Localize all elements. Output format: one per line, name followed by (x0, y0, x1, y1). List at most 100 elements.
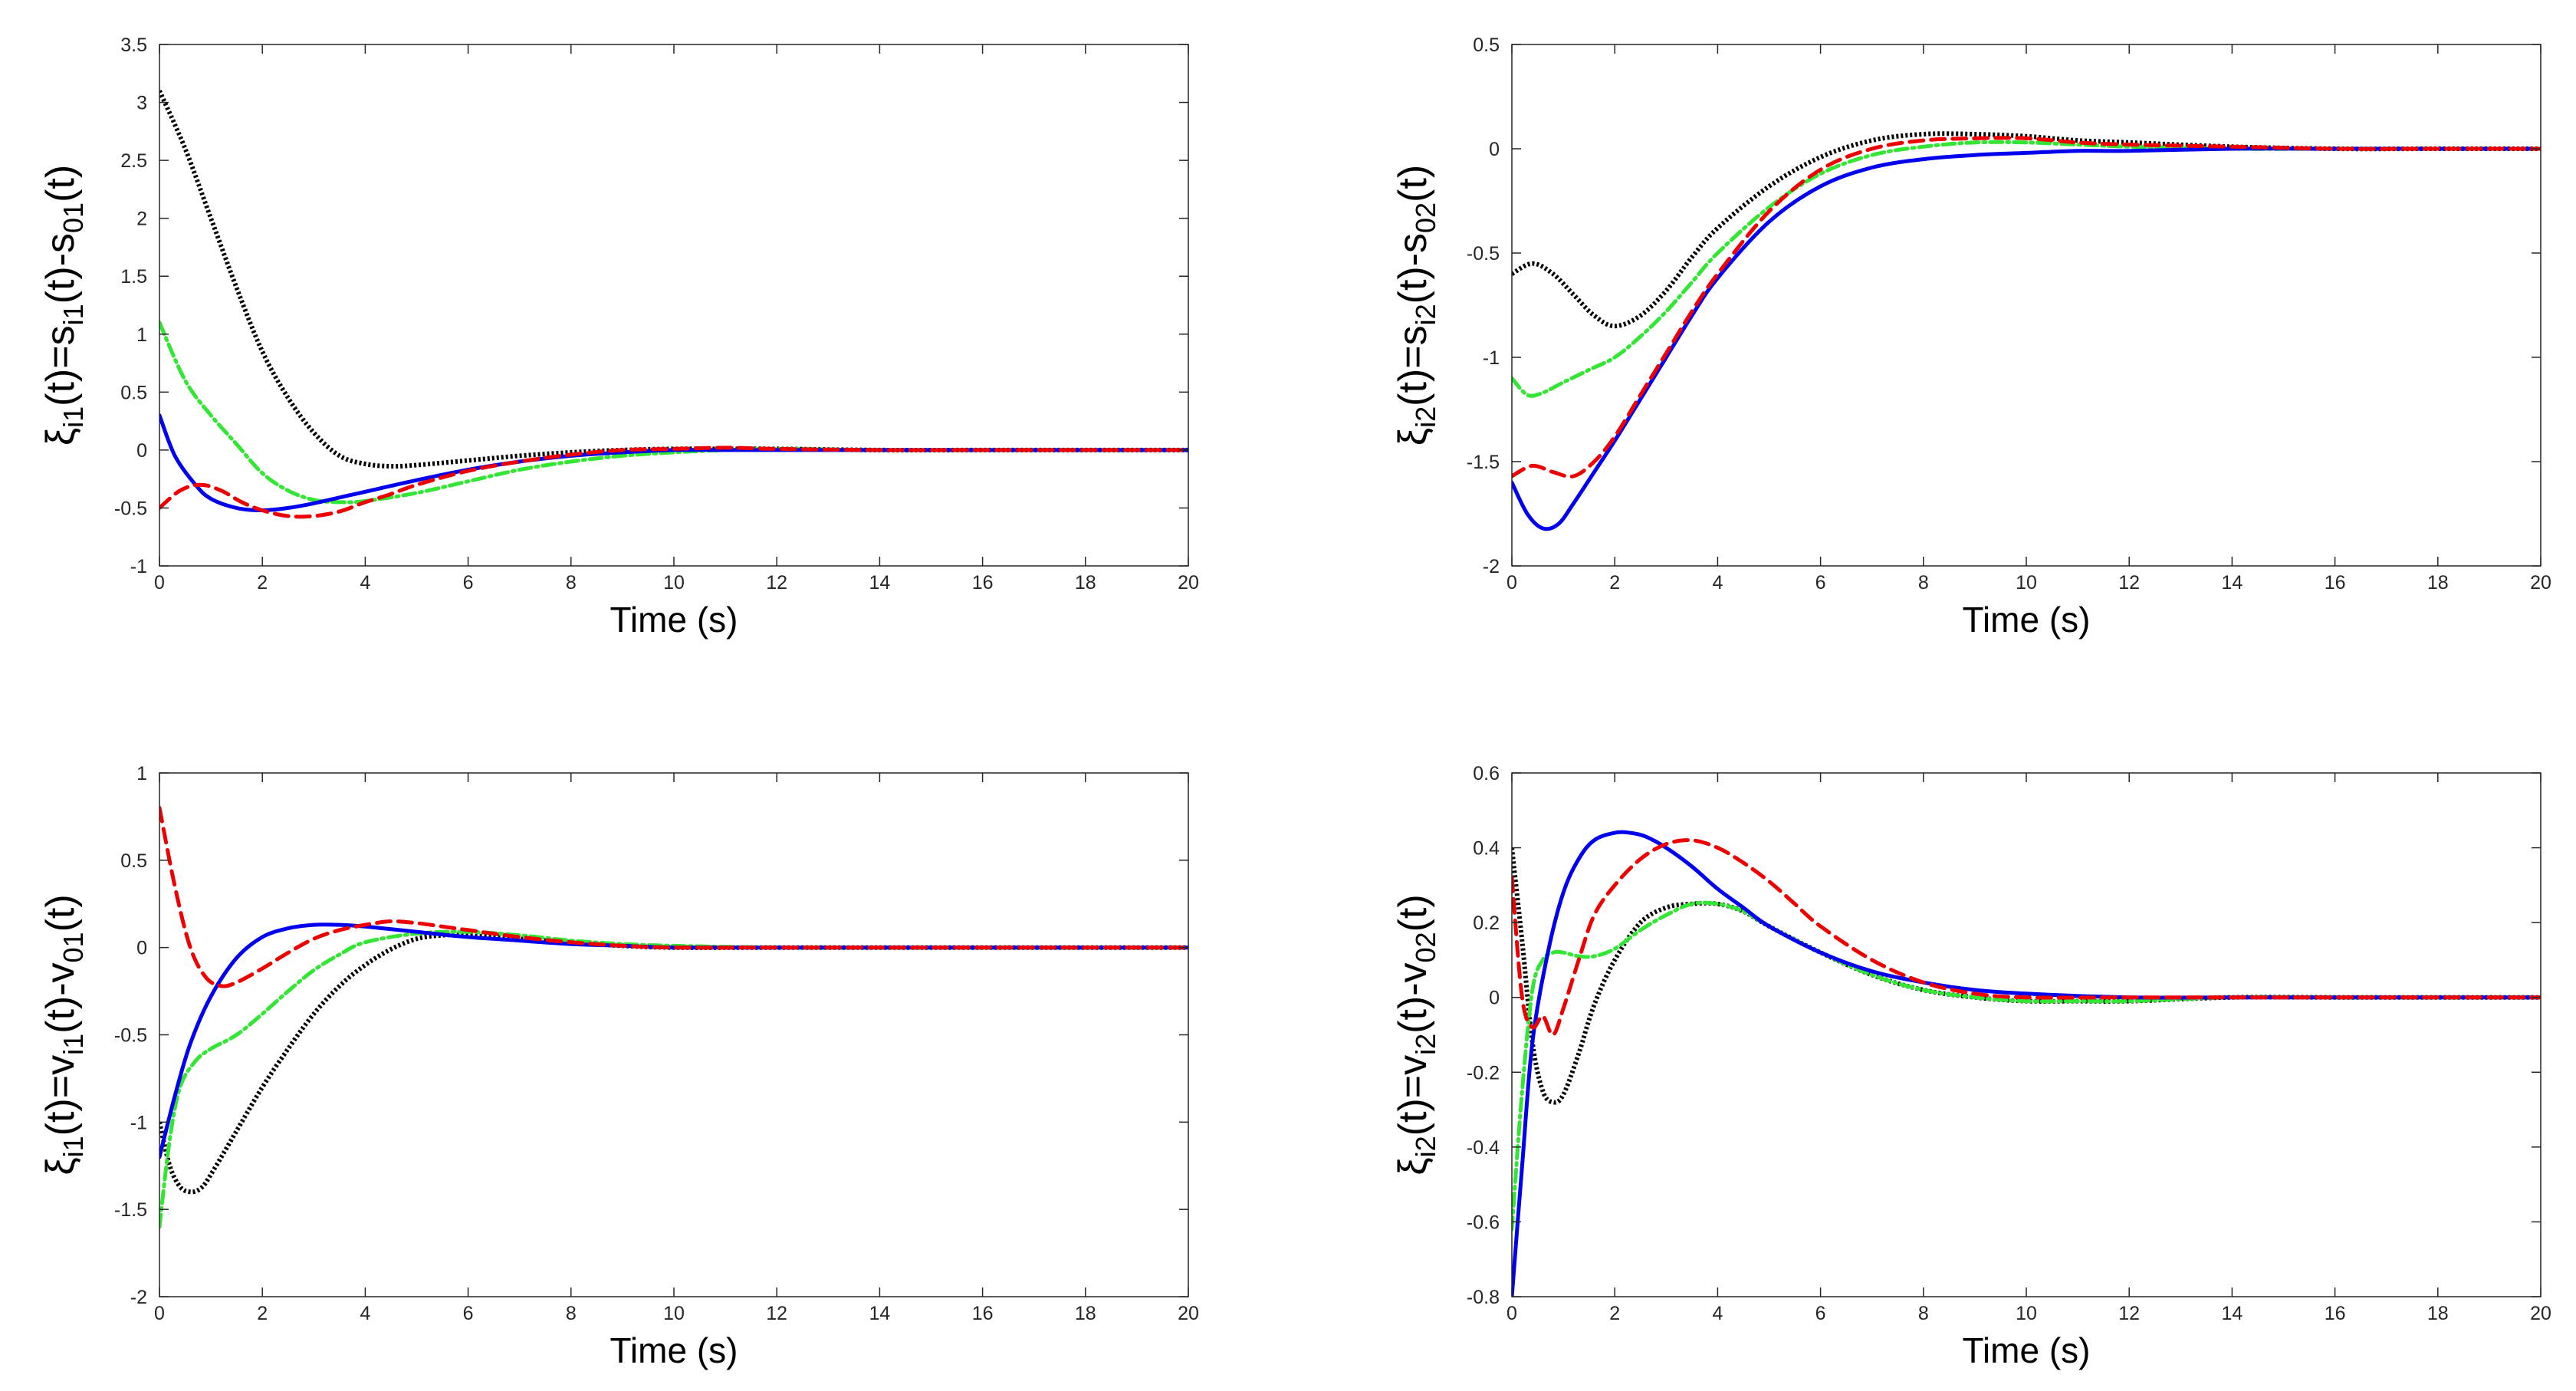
y-tick-label: -2 (1483, 556, 1500, 577)
y-label-minus: (t)-v (38, 962, 83, 1033)
y-label-s-sub: i2 (1410, 1034, 1441, 1055)
plot-area (159, 44, 1188, 566)
x-axis-label: Time (s) (1963, 600, 2091, 640)
series-red-line (159, 446, 1188, 519)
y-tick-label: 0.6 (1473, 763, 1500, 784)
y-label-mid: (t)=v (1391, 1055, 1435, 1136)
x-tick-label: 10 (2016, 1303, 2037, 1324)
y-tick-label: 0 (136, 938, 147, 959)
y-label-xi-sub: i2 (1410, 1136, 1441, 1157)
plot-area (159, 773, 1188, 1297)
x-tick-label: 12 (766, 1303, 787, 1324)
y-tick-label: -0.5 (114, 498, 147, 519)
x-tick-label: 0 (154, 1303, 165, 1324)
y-label-end: (t) (38, 165, 83, 202)
y-label-end: (t) (38, 894, 83, 932)
y-label-s0-sub: 02 (1410, 202, 1441, 233)
y-axis-label: ξi2(t)=vi2(t)-v02(t) (1391, 894, 1441, 1175)
x-tick-label: 20 (2530, 1303, 2551, 1324)
subplot-1: 0 2 4 6 8 10 12 14 16 18 20 -1 -0.5 0 0.5 1 1.5 2 2.5 3 3.5 T… (38, 35, 1199, 640)
y-axis-label: ξi1(t)=si1(t)-s01(t) (38, 165, 89, 446)
y-tick-label: -0.5 (114, 1025, 147, 1047)
y-label-xi-sub: i1 (58, 1136, 89, 1157)
y-label-xi: ξ (1391, 1157, 1435, 1175)
x-tick-label: 8 (566, 572, 577, 594)
y-tick-label: -0.4 (1467, 1137, 1500, 1159)
series-black-line (159, 90, 1188, 469)
y-tick-label: 2 (136, 209, 147, 230)
plot-area (1512, 44, 2541, 566)
y-tick-label: -1 (1483, 347, 1500, 369)
x-axis-label: Time (s) (610, 1330, 738, 1370)
x-tick-label: 16 (2325, 1303, 2346, 1324)
series-red-line (1512, 136, 2541, 479)
y-label-end: (t) (1391, 165, 1435, 202)
y-tick-label: 0.4 (1473, 838, 1500, 860)
y-label-s-sub: i2 (1410, 304, 1441, 325)
y-axis-label: ξi1(t)=vi1(t)-v01(t) (38, 894, 89, 1175)
y-tick-label: 1 (136, 324, 147, 346)
x-tick-label: 14 (869, 572, 890, 594)
x-axis-label: Time (s) (610, 600, 738, 640)
y-tick-label: 1.5 (120, 266, 147, 288)
x-tick-label: 20 (1178, 572, 1199, 594)
series-red-line (159, 806, 1188, 988)
x-tick-label: 0 (154, 572, 165, 594)
y-tick-label: -0.2 (1467, 1062, 1500, 1084)
x-tick-label: 6 (1815, 572, 1826, 594)
x-tick-label: 12 (766, 572, 787, 594)
y-label-xi: ξ (38, 1157, 83, 1175)
x-tick-label: 2 (257, 1303, 268, 1324)
x-tick-label: 6 (1815, 1303, 1826, 1324)
x-tick-label: 2 (1609, 1303, 1620, 1324)
y-label-minus: (t)-s (38, 233, 83, 304)
x-tick-label: 20 (1178, 1303, 1199, 1324)
x-tick-label: 4 (1712, 572, 1723, 594)
x-tick-label: 16 (972, 1303, 994, 1324)
y-tick-label: 1 (136, 763, 147, 784)
x-tick-label: 18 (1075, 1303, 1096, 1324)
y-tick-label: -1.5 (114, 1199, 147, 1221)
x-tick-label: 12 (2118, 1303, 2140, 1324)
x-tick-label: 4 (1712, 1303, 1723, 1324)
y-label-s-sub: i1 (58, 1034, 89, 1055)
y-tick-label: -1 (130, 556, 147, 577)
y-tick-label: 0.5 (120, 382, 147, 403)
x-axis-label: Time (s) (1963, 1330, 2091, 1370)
y-label-xi-sub: i2 (1410, 406, 1441, 428)
x-tick-label: 6 (463, 572, 474, 594)
y-tick-label: 0 (136, 440, 147, 462)
series-red-line (1512, 838, 2541, 1037)
y-label-s0-sub: 01 (58, 202, 89, 233)
x-tick-label: 16 (972, 572, 994, 594)
y-tick-label: -0.6 (1467, 1212, 1500, 1233)
y-label-s0-sub: 01 (58, 932, 89, 962)
y-tick-label: -1 (130, 1112, 147, 1133)
y-tick-label: -0.5 (1467, 243, 1500, 265)
x-tick-label: 2 (257, 572, 268, 594)
x-tick-label: 18 (2427, 1303, 2449, 1324)
x-tick-label: 4 (360, 1303, 370, 1324)
subplot-4: 0 2 4 6 8 10 12 14 16 18 20-0.8-0.6-0.4-0.200.20.4… (1391, 763, 2551, 1370)
y-label-s0-sub: 02 (1410, 932, 1441, 962)
y-tick-label: 0.5 (120, 850, 147, 872)
x-tick-label: 14 (2221, 1303, 2242, 1324)
y-tick-label: 3 (136, 93, 147, 114)
x-tick-label: 0 (1506, 1303, 1517, 1324)
x-tick-label: 4 (360, 572, 370, 594)
subplot-3: 0 2 4 6 8 10 12 14 16 18 20 -2 -1.5 -1 -0.5 0 0.5 1 Time (… (38, 763, 1199, 1370)
y-label-xi: ξ (38, 428, 83, 446)
x-tick-label: 20 (2530, 572, 2551, 594)
y-label-minus: (t)-s (1391, 233, 1435, 304)
y-label-xi: ξ (1391, 428, 1435, 446)
plot-area (1512, 773, 2541, 1297)
x-tick-label: 12 (2118, 572, 2140, 594)
x-tick-label: 18 (2427, 572, 2449, 594)
y-axis-label: ξi2(t)=si2(t)-s02(t) (1391, 165, 1441, 446)
x-tick-label: 14 (2221, 572, 2242, 594)
x-tick-label: 8 (566, 1303, 577, 1324)
y-tick-label: 0 (1489, 139, 1500, 160)
x-tick-label: 14 (869, 1303, 890, 1324)
